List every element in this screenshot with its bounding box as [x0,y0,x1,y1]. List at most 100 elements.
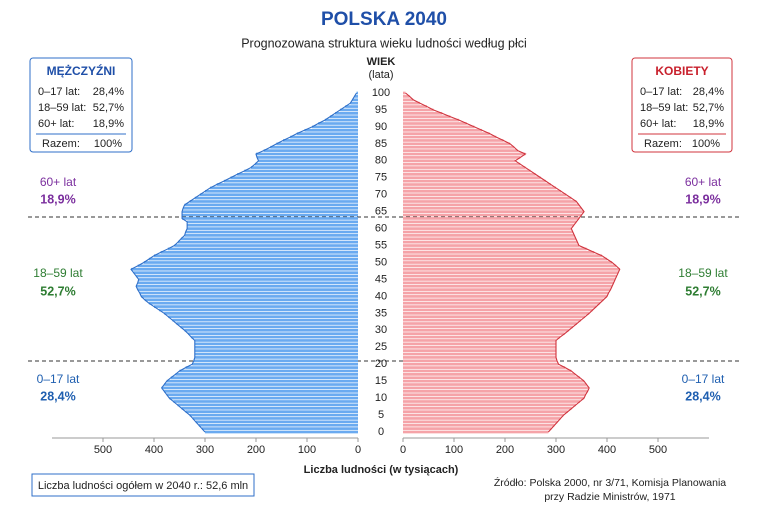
bar [403,393,586,397]
bar [176,322,358,325]
bar [194,356,358,359]
age-tick-label: 30 [375,324,387,336]
bar [244,169,358,173]
bar [403,288,611,291]
bar [403,108,434,112]
bar [143,261,358,264]
bar [403,291,609,295]
age-tick-label: 95 [375,104,387,116]
bar [192,362,358,366]
age-axis-unit: (lata) [368,69,393,81]
series-right [403,91,621,434]
bar [350,101,358,105]
bar [304,128,358,132]
bar [403,111,443,115]
bar [210,186,358,190]
bar [205,430,358,434]
bar [137,288,358,291]
bar [194,345,358,349]
pyramid-outline [130,92,357,433]
bar [148,301,358,305]
bar [175,373,358,376]
bar [403,203,579,207]
bar [403,162,521,166]
summary-label: 0–17 lat: [38,86,80,98]
bar [164,389,358,393]
bar [403,413,564,417]
bar [137,281,358,285]
bar [403,342,556,346]
x-tick-label: 400 [145,444,163,456]
age-tick-label: 100 [372,87,390,99]
bar [403,240,578,244]
bar [403,373,576,376]
bar [403,406,572,410]
bar [354,95,358,98]
bar [263,149,358,152]
bar [352,98,358,102]
bar [137,264,358,268]
bar [403,359,558,363]
bar [329,115,358,119]
bar [403,386,590,390]
bar [403,125,475,129]
bar [192,417,358,420]
bar [193,359,358,363]
age-tick-label: 75 [375,172,387,184]
bar [403,403,576,407]
bar [181,406,358,410]
summary-value: 52,7% [93,102,124,114]
bar [256,152,358,156]
bar [290,135,358,139]
legend-entry: KOBIETY [655,64,708,78]
bar [257,156,358,159]
bar [403,389,588,393]
x-tick-label: 100 [298,444,316,456]
bar [184,234,358,237]
bar [403,423,555,427]
group-share: 18,9% [40,192,75,206]
bar [403,362,559,366]
bar [166,379,358,383]
bar [182,213,358,217]
x-tick-label: 200 [496,444,514,456]
bar [403,244,579,247]
bar [403,250,595,254]
age-tick-label: 85 [375,138,387,150]
x-axis-label: Liczba ludności (w tysiącach) [304,464,459,476]
bar [148,257,358,261]
pyramid-outline [405,92,621,433]
bar [403,206,582,210]
bar [194,342,358,346]
bar [403,135,497,139]
bar [174,244,358,247]
x-tick-label: 200 [247,444,265,456]
group-label: 60+ lat [685,175,722,189]
bar [403,254,602,258]
age-tick-label: 90 [375,121,387,133]
bar [205,189,358,193]
bar [403,152,526,156]
bar [403,217,579,220]
bar [185,366,358,369]
summary-label: 0–17 lat: [640,86,682,98]
summary-label: 18–59 lat: [640,102,688,114]
bar [403,237,576,241]
bar [403,417,561,420]
bar [403,118,460,122]
bar [187,227,358,230]
bar [403,247,587,251]
bar [403,352,556,356]
x-tick-label: 400 [598,444,616,456]
bar [161,386,358,390]
bar [168,315,358,319]
bar [131,267,358,271]
bar [403,339,556,342]
age-tick-label: 70 [375,189,387,201]
bar [403,230,573,234]
age-tick-label: 80 [375,155,387,167]
bar [403,183,551,186]
series-left [130,91,358,434]
bar [182,210,358,213]
